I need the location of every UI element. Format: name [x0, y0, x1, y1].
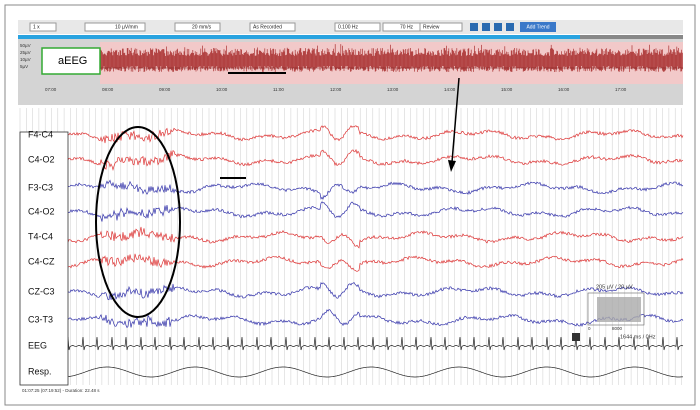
- channel-label: C3-T3: [28, 314, 53, 324]
- aeeg-label-box: [41, 47, 101, 75]
- time-label: 15:00: [501, 87, 513, 92]
- aeeg-scale-label: 10µV: [20, 57, 31, 62]
- channel-label: C4-CZ: [28, 256, 55, 266]
- eeg-trace: [67, 148, 684, 172]
- add-trend-button[interactable]: [520, 22, 556, 32]
- inset-area: [597, 297, 641, 322]
- arrow-shaft: [451, 77, 460, 163]
- channel-label: F4-C4: [28, 129, 53, 139]
- zoom: 1 x: [33, 24, 40, 30]
- time-label: 17:00: [615, 87, 627, 92]
- mode: Review: [423, 24, 440, 30]
- eeg-trace: [67, 201, 684, 222]
- eeg-trace: [67, 309, 684, 329]
- icon[interactable]: [470, 23, 478, 31]
- aeeg-scale-label: 5µV: [20, 64, 28, 69]
- speed-select[interactable]: [174, 22, 221, 32]
- toolbar-controls: 1 x 10 µV/mm 20 mm/s As Recorded 0.100 H…: [29, 22, 556, 32]
- aeeg-scale: 50µV 25µV 10µV 5µV: [20, 43, 31, 69]
- channel-label: CZ-C3: [28, 286, 55, 296]
- eeg-trace: [67, 179, 684, 200]
- inset-frame: [587, 292, 645, 326]
- time-label: 14:00: [444, 87, 456, 92]
- high-filter: 70 Hz: [400, 24, 414, 30]
- aeeg-label: aEEG: [58, 55, 87, 67]
- time-label: 12:00: [330, 87, 342, 92]
- eeg-traces: [67, 125, 684, 378]
- eeg-trace: [67, 336, 684, 351]
- aeeg-scale-label: 25µV: [20, 50, 31, 55]
- time-label: 11:00: [273, 87, 284, 92]
- menu-icon[interactable]: [572, 333, 580, 341]
- icon[interactable]: [494, 23, 502, 31]
- time-label: 08:00: [102, 87, 114, 92]
- mode-select[interactable]: [419, 22, 463, 32]
- annotation-ellipse: [95, 126, 181, 318]
- time-axis: 07:00 08:00 09:00 10:00 11:00 12:00 13:00 14:00…: [45, 87, 627, 92]
- eeg-panel: [18, 105, 683, 387]
- time-label: 10:00: [216, 87, 228, 92]
- channel-labels: F4-C4 C4-O2 F3-C3 C4-O2 T4-C4 C4-CZ CZ-C3 C3-T3…: [28, 129, 55, 376]
- icon[interactable]: [482, 23, 490, 31]
- eeg-trace: [67, 226, 684, 249]
- channel-label: EEG: [28, 340, 47, 350]
- aeeg-scale-label: 50µV: [20, 43, 31, 48]
- low-filter-select[interactable]: [334, 22, 381, 32]
- inset-axis-start: 0: [588, 326, 591, 331]
- time-label: 16:00: [558, 87, 570, 92]
- eeg-trace: [67, 281, 684, 301]
- time-label: 09:00: [159, 87, 171, 92]
- sensitivity-select[interactable]: [84, 22, 146, 32]
- progress-bar: [18, 35, 683, 39]
- zoom-select[interactable]: [29, 22, 57, 32]
- eeg-trace: [67, 366, 684, 378]
- time-label: 07:00: [45, 87, 57, 92]
- montage-select[interactable]: [249, 22, 296, 32]
- channel-label-box: [19, 131, 69, 386]
- low-filter: 0.100 Hz: [338, 24, 359, 30]
- channel-label: Resp.: [28, 366, 52, 376]
- eeg-trace: [67, 253, 684, 272]
- arrow-head: [448, 160, 456, 172]
- montage: As Recorded: [253, 24, 282, 30]
- channel-label: T4-C4: [28, 231, 53, 241]
- channel-label: C4-O2: [28, 154, 55, 164]
- eeg-trace: [67, 125, 684, 144]
- inset-amplitude: 205 µV / 20 µV: [596, 284, 633, 290]
- add-trend: Add Trend: [526, 24, 549, 30]
- progress-rest: [580, 35, 683, 39]
- inset-axis-end: 8000: [612, 326, 623, 331]
- inset-readout: 1644 ms / 0Hz: [620, 334, 656, 340]
- time-label: 13:00: [387, 87, 399, 92]
- status: 01:07:25 (07:19:52) - Duration: 22.48 s: [22, 388, 100, 393]
- channel-label: C4-O2: [28, 206, 55, 216]
- sensitivity: 10 µV/mm: [115, 24, 138, 30]
- icon[interactable]: [506, 23, 514, 31]
- speed: 20 mm/s: [192, 24, 212, 30]
- channel-label: F3-C3: [28, 182, 53, 192]
